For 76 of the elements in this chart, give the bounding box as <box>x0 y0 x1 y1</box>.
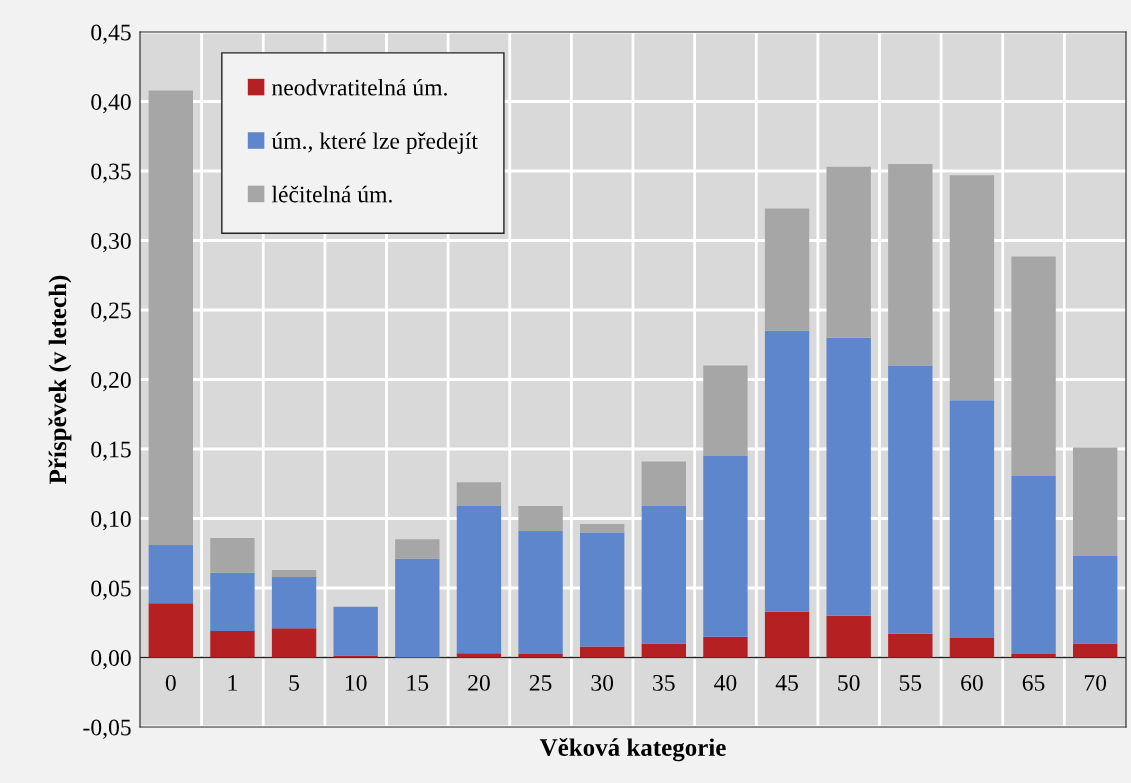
x-tick-label: 1 <box>228 675 237 691</box>
x-tick-label: 55 <box>899 675 922 691</box>
bar <box>888 633 933 658</box>
bar <box>333 655 378 658</box>
bar <box>333 606 378 656</box>
bar <box>703 455 748 637</box>
bar <box>1073 643 1118 658</box>
bar <box>580 646 625 658</box>
y-tick-label: 0,20 <box>91 371 131 392</box>
y-tick-label: 0,10 <box>91 510 131 531</box>
bar <box>148 544 193 604</box>
bar <box>210 572 255 632</box>
x-tick-label: 5 <box>289 675 300 691</box>
bar <box>826 166 871 338</box>
bar <box>271 576 317 629</box>
bar <box>456 653 502 658</box>
y-tick-label: 0,25 <box>91 302 131 322</box>
bar <box>148 603 193 658</box>
y-tick-label: 0,30 <box>91 232 131 253</box>
x-tick-label: 65 <box>1022 674 1045 691</box>
x-tick-label: 0 <box>165 674 176 691</box>
bar <box>148 90 193 545</box>
legend-label: neodvratitelná úm. <box>271 78 447 96</box>
bar <box>210 537 255 573</box>
bar <box>888 365 933 634</box>
bar <box>395 539 440 559</box>
bar <box>826 615 871 658</box>
x-tick-label: 10 <box>345 674 367 691</box>
bar <box>888 164 933 366</box>
bar <box>703 636 748 658</box>
bar <box>703 365 748 456</box>
y-tick-label: 0,40 <box>91 93 131 114</box>
y-tick-label: 0,45 <box>91 24 131 44</box>
bar <box>1011 476 1056 655</box>
legend-label: léčitelná úm. <box>271 185 392 203</box>
x-axis-title: Věková kategorie <box>539 738 726 762</box>
x-tick-label: 30 <box>591 674 614 691</box>
x-tick-label: 15 <box>407 675 429 691</box>
y-tick-label: -0,05 <box>83 719 131 739</box>
y-tick-label: 0,05 <box>91 580 131 600</box>
x-tick-label: 25 <box>529 674 552 691</box>
x-tick-label: 35 <box>653 674 675 691</box>
bar <box>641 505 686 644</box>
bar <box>949 638 995 658</box>
bar <box>641 461 686 506</box>
legend-label: úm., které lze předejít <box>271 132 478 154</box>
bar <box>456 482 502 506</box>
bar <box>456 505 502 654</box>
bar <box>1073 447 1118 557</box>
bar <box>949 175 995 401</box>
bar <box>764 208 810 331</box>
bar <box>395 558 440 658</box>
bar <box>826 337 871 616</box>
bar <box>764 611 810 658</box>
y-axis-title: Příspěvek (v letech) <box>48 275 72 484</box>
bar <box>764 330 810 612</box>
bar <box>641 643 686 658</box>
bar <box>580 532 625 647</box>
x-tick-label: 40 <box>714 674 737 691</box>
y-tick-label: 0,35 <box>91 163 131 183</box>
bar <box>518 531 563 655</box>
bar <box>271 569 317 577</box>
bar <box>1073 556 1118 644</box>
y-tick-label: 0,15 <box>91 441 131 461</box>
bar <box>210 631 255 658</box>
x-tick-label: 50 <box>838 674 860 691</box>
bar <box>949 400 995 639</box>
x-tick-label: 70 <box>1084 674 1107 691</box>
x-tick-label: 60 <box>961 674 983 691</box>
y-tick-label: 0,00 <box>91 649 131 670</box>
x-tick-label: 20 <box>468 674 490 691</box>
x-tick-label: 45 <box>775 675 798 691</box>
bar <box>518 505 563 532</box>
bar <box>271 628 317 658</box>
bar <box>580 524 625 533</box>
bar <box>1011 256 1056 477</box>
